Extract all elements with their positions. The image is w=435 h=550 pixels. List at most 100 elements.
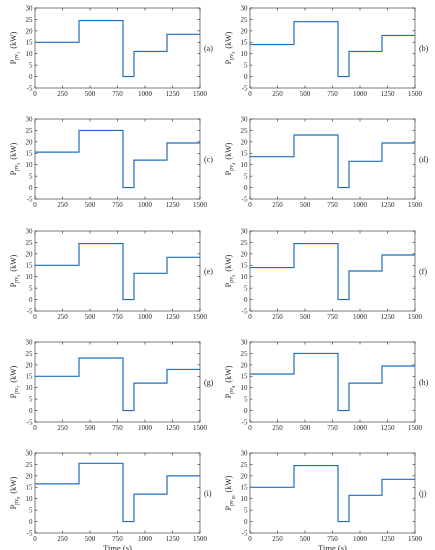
y-label-symbol: P [224,393,233,398]
x-tick-label: 1250 [166,201,181,209]
y-label-unit: (kW) [224,365,233,382]
y-label-subscript: pv [14,54,20,60]
x-tick-label: 1000 [353,424,368,432]
plot-area [34,341,201,423]
y-label-subsubscript: 4 [231,162,236,165]
y-label-subsubscript: 5 [16,274,21,277]
y-label-symbol: P [9,393,18,398]
y-label-symbol: P [9,504,18,509]
y-label-subscript: pv [229,54,235,60]
plot-area [34,118,201,200]
y-tick-label: 10 [241,273,249,281]
x-tick-label: 0 [248,90,252,98]
y-tick-label: 15 [241,484,249,492]
y-tick-label: -5 [242,418,248,426]
x-tick-label: 1000 [138,424,153,432]
y-tick-label: 10 [26,384,34,392]
y-label-subscript: pv [229,388,235,394]
y-tick-label: 0 [244,518,248,526]
y-label-unit: (kW) [9,142,18,159]
y-tick-label: 20 [26,361,34,369]
y-label-subsubscript: 9 [16,496,21,499]
y-axis-label: Ppv9 (kW) [9,476,21,509]
y-tick-label: 30 [241,115,249,123]
x-tick-label: 1500 [193,535,208,543]
series-line-d [250,134,415,189]
y-tick-label: 25 [241,127,249,135]
panel-label: (g) [204,378,214,387]
x-tick-label: 1000 [353,313,368,321]
y-tick-label: 5 [244,285,248,293]
y-tick-label: 0 [244,296,248,304]
y-tick-label: 20 [26,138,34,146]
y-label-subscript: pv [229,165,235,171]
y-tick-label: 30 [26,4,34,12]
plot-area [34,452,201,534]
y-label-subsubscript: 1 [16,52,21,54]
plot-area [249,341,416,423]
y-label-unit: (kW) [224,254,233,271]
x-tick-label: 750 [112,535,123,543]
x-tick-label: 1250 [381,90,396,98]
y-tick-label: 5 [244,173,248,181]
y-tick-label: -5 [242,84,248,92]
x-tick-label: 0 [33,201,37,209]
x-tick-label: 250 [272,424,283,432]
y-axis-label: Ppv10 (kW) [224,475,236,510]
y-axis-label: Ppv3 (kW) [9,142,21,175]
y-tick-label: 15 [26,150,34,158]
x-tick-label: 1000 [353,535,368,543]
y-axis-label: Ppv2 (kW) [224,31,236,64]
y-label-symbol: P [9,170,18,175]
y-tick-label: 20 [26,250,34,258]
y-tick-label: 0 [29,184,33,192]
y-tick-label: 5 [244,396,248,404]
y-label-subsubscript: 6 [231,274,236,277]
plot-area [34,230,201,312]
x-tick-label: 750 [327,201,338,209]
x-tick-label: 750 [327,424,338,432]
y-axis-label: Ppv5 (kW) [9,254,21,287]
y-tick-label: 5 [244,507,248,515]
x-tick-label: 1250 [166,90,181,98]
series-line-b [250,21,415,78]
y-tick-label: -5 [242,195,248,203]
x-tick-label: 1000 [138,313,153,321]
x-tick-label: 1250 [381,313,396,321]
y-tick-label: 5 [244,62,248,70]
plot-area [249,7,416,89]
y-tick-label: 10 [241,161,249,169]
series-line-f [250,242,415,301]
y-label-subscript: pv [14,165,20,171]
y-label-unit: (kW) [224,142,233,159]
y-tick-label: 25 [26,350,34,358]
y-tick-label: 25 [26,127,34,135]
y-axis-label: Ppv7 (kW) [9,365,21,398]
y-tick-label: 0 [29,296,33,304]
y-label-subsubscript: 10 [231,495,236,500]
y-tick-label: 15 [241,373,249,381]
panel-label: (h) [419,378,429,387]
x-tick-label: 500 [300,90,311,98]
series-line-c [35,129,200,189]
y-tick-label: 10 [26,161,34,169]
panel-label: (d) [419,155,429,164]
x-tick-label: 750 [327,535,338,543]
y-label-symbol: P [224,505,233,510]
y-label-subscript: pv [14,277,20,283]
x-tick-label: 1000 [138,90,153,98]
x-tick-label: 250 [57,201,68,209]
y-tick-label: 25 [26,239,34,247]
plot-area [249,118,416,200]
y-tick-label: 20 [241,250,249,258]
y-tick-label: -5 [27,418,33,426]
y-label-symbol: P [9,59,18,64]
y-tick-label: 10 [26,495,34,503]
y-tick-label: 30 [241,227,249,235]
y-tick-label: 0 [244,184,248,192]
